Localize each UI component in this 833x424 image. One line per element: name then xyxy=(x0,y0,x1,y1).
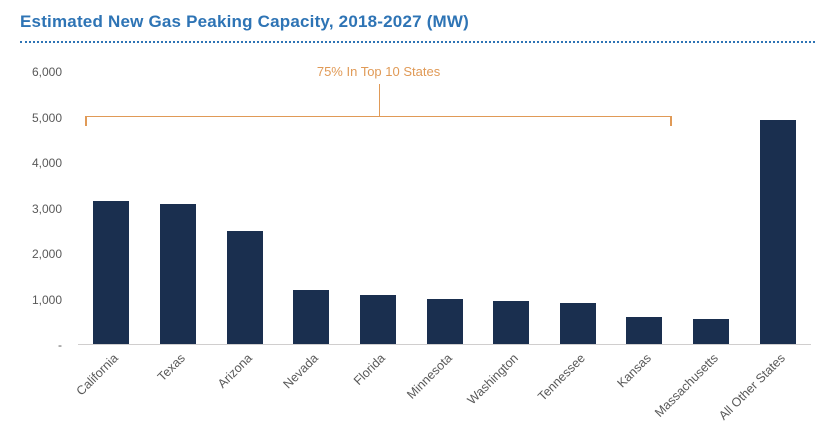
bar-column: Massachusetts xyxy=(652,72,745,420)
x-tick-label: All Other States xyxy=(715,351,788,423)
bar-column: Texas xyxy=(145,72,212,384)
y-tick-label: 4,000 xyxy=(31,156,62,170)
bar-california xyxy=(93,201,130,344)
bar-column: California xyxy=(74,72,145,398)
bar-column: Nevada xyxy=(278,72,345,391)
bar-column: Tennessee xyxy=(535,72,611,404)
bar-texas xyxy=(159,203,196,344)
y-tick-label: 1,000 xyxy=(31,292,62,307)
bar-washington xyxy=(493,300,530,344)
bar-column: Kansas xyxy=(611,72,678,390)
bar-all-other-states xyxy=(759,119,796,344)
bar-column: All Other States xyxy=(716,72,811,423)
x-tick-label: Arizona xyxy=(214,351,255,391)
bar-column: Arizona xyxy=(211,72,278,391)
x-tick-label: California xyxy=(73,351,122,399)
bar-column: Florida xyxy=(345,72,412,388)
title-divider: Estimated New Gas Peaking Capacity, 2018… xyxy=(20,12,815,43)
bar-massachusetts xyxy=(693,319,730,344)
bar-arizona xyxy=(226,230,263,344)
x-tick-label: Washington xyxy=(464,351,522,408)
y-tick-label: 2,000 xyxy=(31,247,62,261)
x-tick-label: Kansas xyxy=(614,351,655,391)
y-tick-label: - xyxy=(58,338,62,352)
x-tick-label: Florida xyxy=(350,351,388,388)
y-tick-label: 5,000 xyxy=(31,110,62,125)
y-tick-label: 6,000 xyxy=(31,65,62,79)
y-axis: 6,000 5,000 4,000 3,000 2,000 1,000 - xyxy=(0,65,62,352)
plot-area: 75% In Top 10 States California Texas Ariz… xyxy=(74,64,811,423)
bar-tennessee xyxy=(559,303,596,344)
bar-nevada xyxy=(293,289,330,344)
y-tick-label: 3,000 xyxy=(31,201,62,216)
bar-column: Minnesota xyxy=(404,72,478,402)
x-tick-label: Minnesota xyxy=(403,351,455,402)
x-tick-label: Nevada xyxy=(280,351,322,392)
annotation-bracket-stem xyxy=(378,83,381,117)
bar-florida xyxy=(359,294,396,344)
annotation-label: 75% In Top 10 States xyxy=(316,63,441,79)
annotation-bracket xyxy=(85,83,673,127)
bar-column: Washington xyxy=(465,72,545,407)
bar-minnesota xyxy=(426,298,463,344)
x-tick-label: Tennessee xyxy=(535,351,588,404)
x-tick-label: Massachusetts xyxy=(652,351,721,420)
x-tick-label: Texas xyxy=(154,351,188,384)
bar-kansas xyxy=(626,316,663,344)
page-title: Estimated New Gas Peaking Capacity, 2018… xyxy=(20,12,470,31)
